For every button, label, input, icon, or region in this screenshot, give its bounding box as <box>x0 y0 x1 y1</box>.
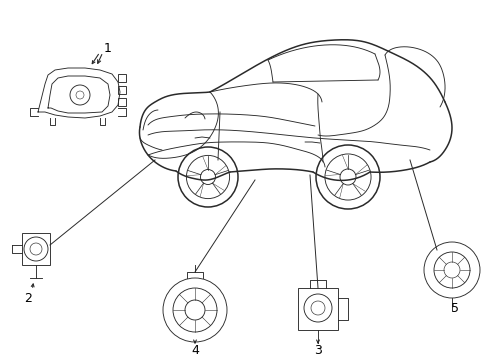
Text: 3: 3 <box>314 343 322 356</box>
Text: 1: 1 <box>104 41 112 54</box>
Text: 2: 2 <box>24 292 32 305</box>
Text: 5: 5 <box>451 302 459 315</box>
Text: 4: 4 <box>191 343 199 356</box>
